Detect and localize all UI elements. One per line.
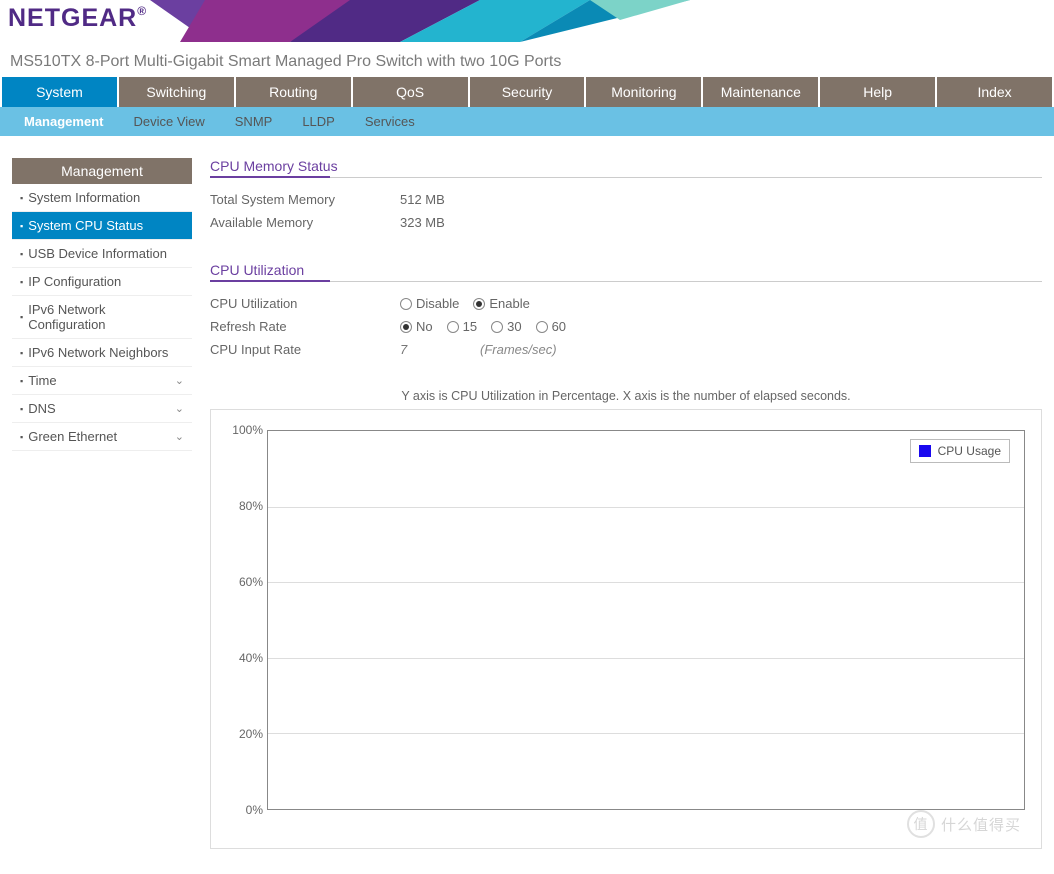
chevron-down-icon: ⌄ xyxy=(175,374,184,387)
radio-icon xyxy=(400,298,412,310)
sidebar-item-system-cpu-status[interactable]: ▪System CPU Status xyxy=(12,212,192,240)
cpu-input-rate-label: CPU Input Rate xyxy=(210,342,400,357)
sidebar-title: Management xyxy=(12,158,192,184)
cpu-input-rate-value: 7 xyxy=(400,342,480,357)
refresh-rate-label: Refresh Rate xyxy=(210,319,400,334)
main-tab-maintenance[interactable]: Maintenance xyxy=(703,77,820,107)
y-gridline xyxy=(268,582,1024,583)
mem-value: 323 MB xyxy=(400,215,445,230)
sub-tab-management[interactable]: Management xyxy=(20,112,107,131)
sidebar-item-ip-configuration[interactable]: ▪IP Configuration xyxy=(12,268,192,296)
radio-icon xyxy=(491,321,503,333)
y-gridline xyxy=(268,733,1024,734)
sidebar-item-usb-device-information[interactable]: ▪USB Device Information xyxy=(12,240,192,268)
mem-label: Total System Memory xyxy=(210,192,400,207)
product-title: MS510TX 8-Port Multi-Gigabit Smart Manag… xyxy=(0,45,1054,77)
section-title-memory: CPU Memory Status xyxy=(210,158,1042,178)
cpu-utilization-label: CPU Utilization xyxy=(210,296,400,311)
content-area: CPU Memory Status Total System Memory512… xyxy=(192,158,1054,849)
cpu-utilization-option-disable[interactable]: Disable xyxy=(400,296,459,311)
y-tick-label: 100% xyxy=(225,423,263,437)
cpu-utilization-option-enable[interactable]: Enable xyxy=(473,296,529,311)
sidebar-item-dns[interactable]: ▪DNS⌄ xyxy=(12,395,192,423)
y-tick-label: 20% xyxy=(225,727,263,741)
sub-tab-device-view[interactable]: Device View xyxy=(129,112,208,131)
radio-icon xyxy=(400,321,412,333)
main-tab-bar: SystemSwitchingRoutingQoSSecurityMonitor… xyxy=(0,77,1054,107)
legend-label: CPU Usage xyxy=(938,444,1001,458)
watermark: 值什么值得买 xyxy=(907,810,1021,838)
main-tab-system[interactable]: System xyxy=(0,77,119,107)
mem-label: Available Memory xyxy=(210,215,400,230)
chart-legend: CPU Usage xyxy=(910,439,1010,463)
sidebar-item-ipv6-network-configuration[interactable]: ▪IPv6 Network Configuration xyxy=(12,296,192,339)
y-tick-label: 0% xyxy=(225,803,263,817)
main-tab-security[interactable]: Security xyxy=(470,77,587,107)
sub-tab-bar: Management Device View SNMP LLDP Services xyxy=(0,107,1054,136)
sidebar-item-time[interactable]: ▪Time⌄ xyxy=(12,367,192,395)
radio-icon xyxy=(536,321,548,333)
refresh-rate-radio-group: No 15 30 60 xyxy=(400,319,566,334)
chevron-down-icon: ⌄ xyxy=(175,430,184,443)
main-tab-index[interactable]: Index xyxy=(937,77,1054,107)
refresh-rate-option-no[interactable]: No xyxy=(400,319,433,334)
refresh-rate-option-15[interactable]: 15 xyxy=(447,319,477,334)
y-tick-label: 60% xyxy=(225,575,263,589)
sidebar: Management ▪System Information▪System CP… xyxy=(12,158,192,849)
section-title-utilization: CPU Utilization xyxy=(210,262,1042,282)
sidebar-item-system-information[interactable]: ▪System Information xyxy=(12,184,192,212)
sub-tab-lldp[interactable]: LLDP xyxy=(298,112,339,131)
mem-value: 512 MB xyxy=(400,192,445,207)
refresh-rate-option-60[interactable]: 60 xyxy=(536,319,566,334)
sidebar-item-green-ethernet[interactable]: ▪Green Ethernet⌄ xyxy=(12,423,192,451)
sidebar-item-ipv6-network-neighbors[interactable]: ▪IPv6 Network Neighbors xyxy=(12,339,192,367)
radio-icon xyxy=(473,298,485,310)
cpu-input-rate-unit: (Frames/sec) xyxy=(480,342,557,357)
legend-swatch xyxy=(919,445,931,457)
y-tick-label: 80% xyxy=(225,499,263,513)
header-banner xyxy=(150,0,950,42)
main-tab-switching[interactable]: Switching xyxy=(119,77,236,107)
brand-logo: NETGEAR® xyxy=(8,4,147,33)
main-tab-monitoring[interactable]: Monitoring xyxy=(586,77,703,107)
y-gridline xyxy=(268,658,1024,659)
chart-caption: Y axis is CPU Utilization in Percentage.… xyxy=(210,389,1042,403)
y-gridline xyxy=(268,507,1024,508)
chart-plot-area: CPU Usage xyxy=(267,430,1025,810)
y-tick-label: 40% xyxy=(225,651,263,665)
sub-tab-snmp[interactable]: SNMP xyxy=(231,112,277,131)
cpu-utilization-radio-group: Disable Enable xyxy=(400,296,530,311)
radio-icon xyxy=(447,321,459,333)
refresh-rate-option-30[interactable]: 30 xyxy=(491,319,521,334)
main-tab-qos[interactable]: QoS xyxy=(353,77,470,107)
chevron-down-icon: ⌄ xyxy=(175,402,184,415)
main-tab-routing[interactable]: Routing xyxy=(236,77,353,107)
chart-container: CPU Usage 100% 80% 60% 40% 20% 0% 值什么值得买 xyxy=(210,409,1042,849)
main-tab-help[interactable]: Help xyxy=(820,77,937,107)
sub-tab-services[interactable]: Services xyxy=(361,112,419,131)
